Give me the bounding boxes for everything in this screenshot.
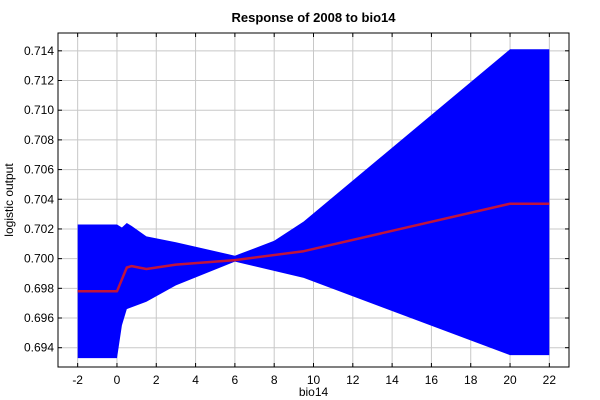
x-tick-label: 10	[307, 373, 321, 387]
x-tick-label: 22	[543, 373, 557, 387]
y-tick-label: 0.712	[24, 74, 54, 88]
y-tick-label: 0.694	[24, 341, 54, 355]
x-tick-label: 16	[425, 373, 439, 387]
y-tick-label: 0.696	[24, 311, 54, 325]
x-tick-label: 14	[385, 373, 399, 387]
x-tick-label: 8	[271, 373, 278, 387]
band-layer	[77, 49, 550, 359]
x-axis-label: bio14	[299, 385, 329, 399]
x-tick-label: 2	[153, 373, 160, 387]
x-tick-label: 4	[192, 373, 199, 387]
x-tick-label: 12	[346, 373, 360, 387]
line-layer	[77, 202, 550, 293]
x-tick-label: 18	[464, 373, 478, 387]
y-tick-label: 0.708	[24, 133, 54, 147]
x-tick-label: 6	[232, 373, 239, 387]
y-axis-label: logistic output	[2, 163, 16, 237]
response-line	[77, 202, 550, 293]
y-tick-label: 0.710	[24, 103, 54, 117]
x-tick-label: -2	[72, 373, 83, 387]
x-tick-label: 20	[503, 373, 517, 387]
chart-title: Response of 2008 to bio14	[232, 10, 397, 25]
x-tick-label: 0	[114, 373, 121, 387]
y-tick-label: 0.698	[24, 281, 54, 295]
confidence-band	[77, 49, 550, 359]
y-tick-label: 0.714	[24, 44, 54, 58]
y-tick-label: 0.706	[24, 163, 54, 177]
y-tick-label: 0.700	[24, 252, 54, 266]
y-tick-label: 0.704	[24, 192, 54, 206]
y-tick-label: 0.702	[24, 222, 54, 236]
tick-layer: -2 0 2 4 6 8 10 12 14 16 18 20 22 0.694 0.696 0.698 0.70…	[24, 33, 569, 387]
